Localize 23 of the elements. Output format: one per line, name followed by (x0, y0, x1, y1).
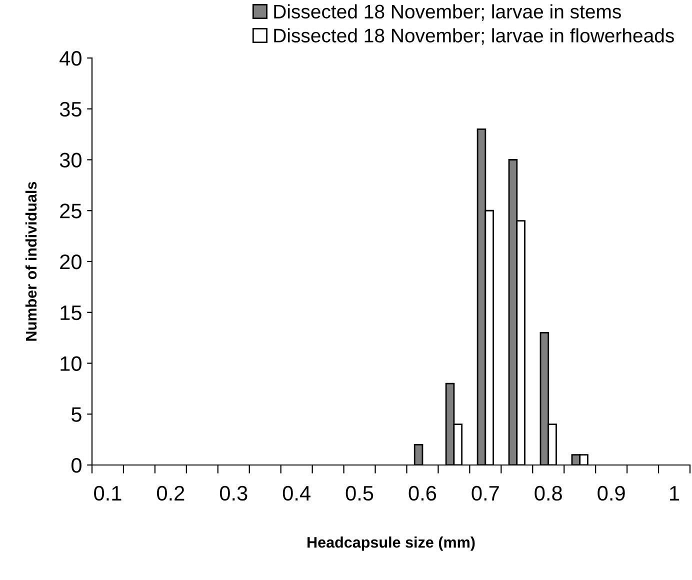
x-tick-label: 0.8 (534, 486, 562, 501)
y-tick-label: 35 (60, 102, 82, 117)
y-tick-label: 0 (72, 458, 82, 473)
x-axis-title: Headcapsule size (mm) (308, 536, 475, 551)
legend-label: Dissected 18 November; larvae in stems (274, 4, 621, 21)
x-tick-label: 1 (670, 486, 680, 500)
x-tick-label: 0.2 (157, 486, 184, 501)
y-tick-label: 5 (72, 407, 82, 422)
y-tick-label: 10 (60, 356, 82, 372)
legend-label: Dissected 18 November; larvae in flowerheads (274, 28, 674, 45)
y-axis-title: Number of individuals (25, 182, 37, 341)
x-tick-label: 0.1 (94, 486, 122, 501)
y-tick-label: 20 (60, 254, 82, 270)
x-tick-label: 0.5 (346, 486, 374, 501)
x-tick-label: 0.9 (598, 486, 625, 501)
x-tick-label: 0.4 (282, 486, 310, 501)
x-tick-label: 0.3 (220, 486, 248, 501)
y-tick-label: 30 (60, 152, 82, 168)
y-tick-label: 25 (60, 204, 82, 218)
x-tick-label: 0.6 (408, 486, 436, 501)
y-tick-label: 15 (60, 306, 82, 320)
x-tick-label: 0.7 (472, 486, 499, 501)
y-tick-label: 40 (60, 51, 82, 66)
